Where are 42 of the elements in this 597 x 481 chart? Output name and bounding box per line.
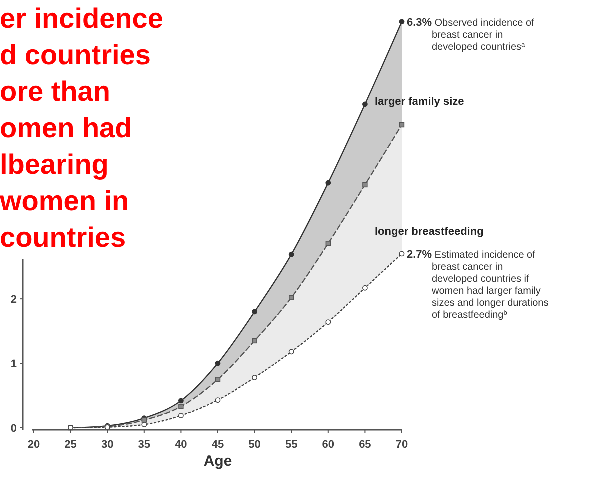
point: [215, 360, 221, 366]
point: [326, 241, 331, 246]
point: [288, 349, 294, 355]
point: [326, 180, 332, 186]
x-tick-label: 45: [212, 439, 224, 451]
point: [288, 252, 294, 258]
point: [215, 377, 221, 382]
text: er incidence d countries ore than omen had lbearing women in countries: [0, 3, 164, 253]
point: [399, 251, 405, 257]
y-tick-label: 0: [10, 423, 17, 435]
point: [362, 285, 368, 291]
x-tick-label: 25: [64, 439, 77, 451]
point: [362, 102, 368, 108]
point: [178, 398, 184, 404]
point: [326, 320, 332, 325]
point: [178, 413, 184, 418]
x-tick-label: 30: [101, 439, 114, 451]
x-tick-label: 35: [138, 439, 151, 451]
point: [362, 182, 368, 188]
x-tick-label: 55: [285, 439, 298, 451]
text: 2.7% Estimated incidence of breast cancer in developed countries if women had larger family sizes and longer durations of breastfeeding$^{b}$: [407, 248, 549, 321]
x-axis-title: Age: [204, 453, 232, 470]
x-tick-label: 60: [322, 439, 335, 451]
annotation: larger family size: [375, 96, 464, 108]
point: [252, 309, 258, 315]
point: [289, 295, 294, 300]
point: [252, 375, 258, 380]
y-tick-label: 2: [10, 294, 17, 306]
text: 6.3% Observed incidence of breast cancer in developed countries$^{a}$: [407, 16, 535, 53]
y-tick-label: 1: [10, 358, 17, 371]
x-tick-label: 70: [396, 439, 408, 451]
x-tick-label: 20: [28, 439, 40, 451]
x-tick-label: 40: [175, 439, 188, 451]
annotation: longer breastfeeding: [375, 226, 484, 238]
x-tick-label: 50: [248, 439, 261, 451]
point: [252, 338, 258, 344]
point: [399, 19, 405, 25]
point: [142, 422, 148, 428]
point: [399, 122, 405, 128]
point: [178, 404, 184, 410]
point: [215, 398, 221, 403]
x-tick-label: 65: [359, 439, 372, 451]
